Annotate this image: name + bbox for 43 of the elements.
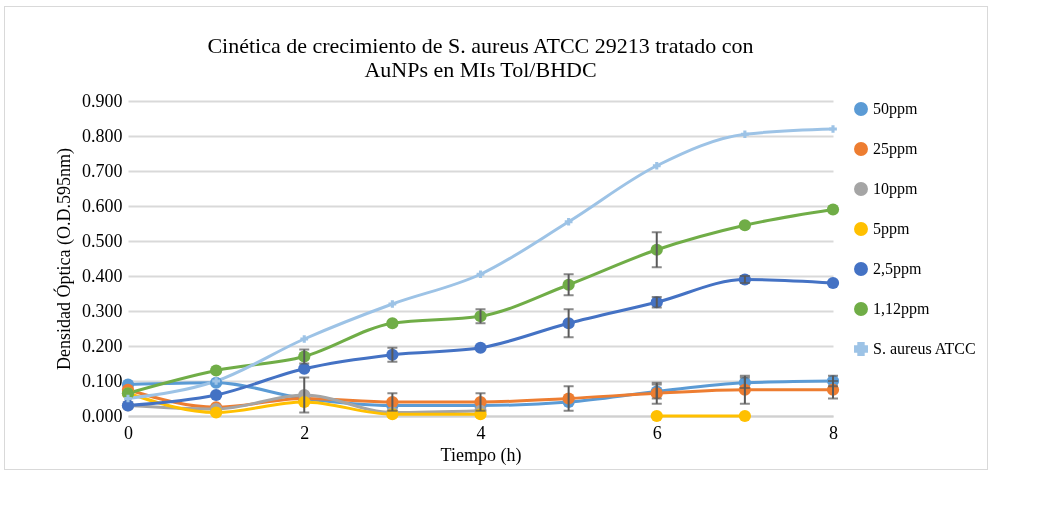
point (210, 406, 223, 419)
point (564, 217, 573, 226)
legend-label: 2,5ppm (873, 260, 922, 278)
legend-label: S. aureus ATCC (873, 340, 976, 357)
point (829, 125, 837, 133)
point (386, 317, 399, 330)
x-tick-label: 4 (476, 422, 486, 443)
point (210, 388, 223, 402)
point (124, 394, 132, 403)
y-tick-label: 0.200 (82, 335, 123, 356)
y-tick-label: 0.800 (82, 125, 123, 146)
chart-title: Cinética de crecimiento de S. aureus ATCC 29213 tratado con AuNPs en MIs Tol/BHDC (207, 33, 754, 82)
point (826, 203, 840, 216)
point (300, 335, 309, 343)
y-tick-label: 0.500 (82, 230, 123, 251)
point (388, 300, 397, 308)
point (826, 276, 840, 290)
point (476, 270, 485, 279)
x-tick-label: 6 (652, 422, 662, 443)
legend-label: 1,12ppm (873, 300, 930, 318)
y-tick-label: 0.700 (82, 160, 123, 181)
point (210, 364, 223, 377)
y-axis-title: Densidad Óptica (O.D.595nm) (53, 148, 75, 370)
y-tick-label: 0.100 (82, 370, 123, 391)
x-tick-label: 2 (300, 422, 310, 443)
point (738, 409, 751, 423)
y-tick-label: 0.900 (82, 90, 123, 111)
y-tick-label: 0.000 (82, 405, 123, 426)
y-tick-label: 0.400 (82, 265, 123, 286)
x-axis-title: Tiempo (h) (440, 444, 522, 466)
point (738, 219, 751, 232)
point (474, 341, 487, 354)
y-tick-label: 0.300 (82, 300, 123, 321)
legend-label: 10ppm (873, 180, 918, 198)
legend-label: 50ppm (873, 100, 918, 118)
legend-label: 25ppm (873, 140, 918, 158)
point (652, 161, 661, 170)
legend-label: 5ppm (873, 220, 910, 238)
x-tick-label: 0 (124, 422, 133, 443)
x-tick-label: 8 (829, 422, 838, 443)
point (741, 130, 749, 139)
y-tick-label: 0.600 (82, 195, 123, 216)
point (650, 409, 663, 423)
